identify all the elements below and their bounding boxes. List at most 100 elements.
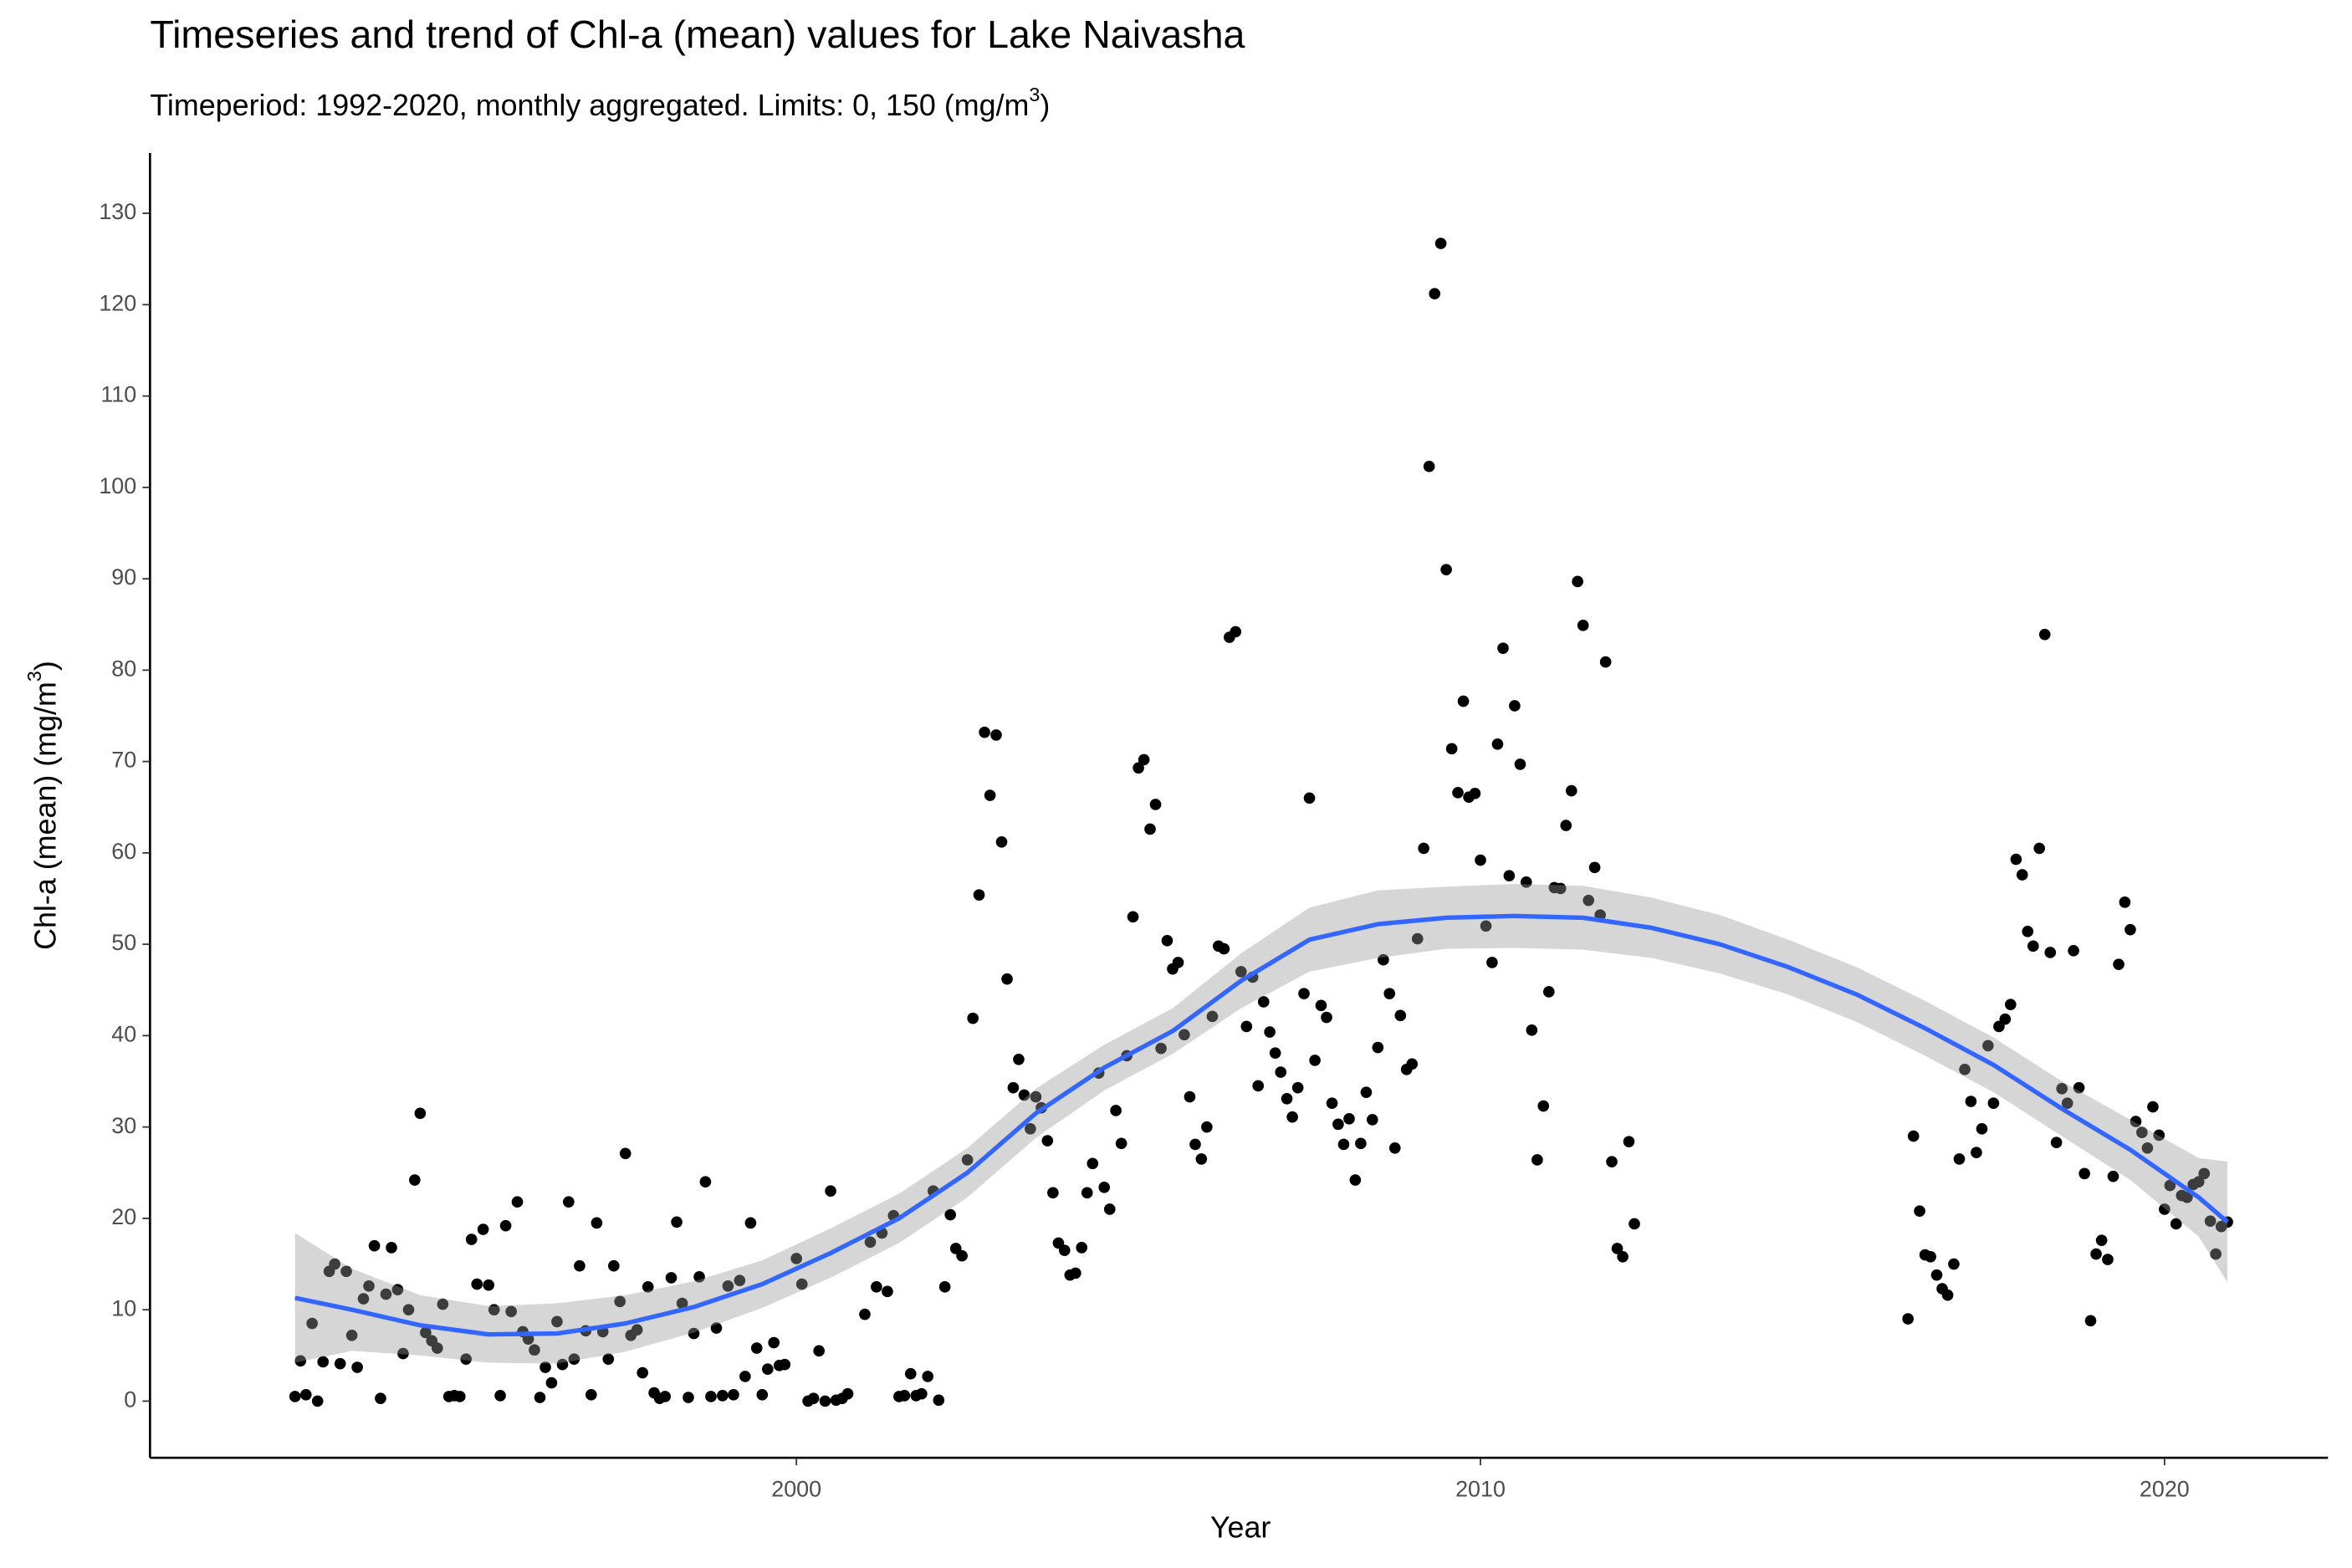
data-point bbox=[1286, 1111, 1298, 1123]
data-point bbox=[1999, 1013, 2012, 1025]
data-point bbox=[2107, 1170, 2119, 1182]
data-point bbox=[1987, 1097, 2000, 1110]
data-point bbox=[556, 1358, 569, 1371]
data-point bbox=[1606, 1156, 1618, 1167]
data-point bbox=[722, 1279, 734, 1292]
data-point bbox=[477, 1223, 489, 1235]
data-point bbox=[756, 1388, 769, 1401]
data-point bbox=[568, 1353, 580, 1365]
data-point bbox=[1098, 1181, 1111, 1193]
data-point bbox=[1930, 1269, 1943, 1281]
data-point bbox=[1018, 1089, 1030, 1101]
data-point bbox=[375, 1392, 386, 1404]
data-point bbox=[1457, 695, 1470, 707]
data-point bbox=[1411, 932, 1424, 945]
data-point bbox=[453, 1391, 466, 1402]
data-point bbox=[289, 1391, 301, 1402]
data-point bbox=[904, 1367, 917, 1380]
data-point bbox=[1531, 1154, 1543, 1166]
data-point bbox=[1013, 1053, 1025, 1065]
data-point bbox=[409, 1174, 421, 1186]
subtitle-text: ) bbox=[1040, 89, 1050, 123]
data-point bbox=[1440, 564, 1452, 575]
data-point bbox=[1565, 784, 1577, 797]
trend-line bbox=[294, 913, 2229, 1337]
data-point bbox=[1349, 1174, 1362, 1186]
chart-subtitle: Timeperiod: 1992-2020, monthly aggregate… bbox=[150, 84, 1050, 123]
data-point bbox=[2170, 1218, 2182, 1230]
data-point bbox=[1030, 1090, 1042, 1103]
data-point bbox=[563, 1196, 575, 1208]
data-point bbox=[1195, 1153, 1208, 1165]
data-point bbox=[1298, 988, 1310, 999]
data-point bbox=[1582, 894, 1595, 907]
y-tick-label: 80 bbox=[111, 656, 136, 681]
data-point bbox=[1127, 911, 1139, 923]
data-point bbox=[676, 1297, 688, 1310]
y-tick-label: 70 bbox=[111, 748, 136, 773]
data-point bbox=[351, 1361, 363, 1373]
data-point bbox=[2038, 628, 2051, 641]
data-point bbox=[391, 1284, 404, 1295]
data-point bbox=[871, 1281, 882, 1293]
data-point bbox=[2181, 1191, 2193, 1203]
data-point bbox=[1155, 1042, 1167, 1055]
data-point bbox=[1235, 966, 1247, 978]
data-point bbox=[1378, 953, 1389, 966]
data-point bbox=[1081, 1187, 1093, 1199]
data-point bbox=[357, 1293, 370, 1305]
data-point bbox=[1337, 1138, 1350, 1151]
data-point bbox=[631, 1324, 643, 1336]
data-point bbox=[1941, 1289, 1954, 1301]
data-point bbox=[693, 1271, 705, 1283]
data-point bbox=[938, 1281, 951, 1293]
data-point bbox=[984, 789, 996, 801]
data-point bbox=[2130, 1116, 2142, 1127]
data-point bbox=[1537, 1100, 1550, 1112]
data-point bbox=[1542, 986, 1555, 998]
data-point bbox=[1948, 1258, 1960, 1270]
data-point bbox=[859, 1308, 871, 1320]
data-point bbox=[2068, 944, 2079, 957]
data-point bbox=[922, 1371, 934, 1382]
data-point bbox=[1423, 460, 1435, 472]
data-point bbox=[916, 1387, 928, 1400]
data-point bbox=[1418, 842, 1429, 855]
data-point bbox=[1588, 861, 1601, 874]
data-point bbox=[334, 1357, 346, 1370]
data-point bbox=[2005, 999, 2017, 1011]
data-point bbox=[397, 1347, 409, 1360]
data-point bbox=[2113, 958, 2124, 970]
data-point bbox=[534, 1392, 546, 1403]
data-point bbox=[460, 1353, 472, 1365]
data-point bbox=[551, 1315, 563, 1328]
y-tick-label: 100 bbox=[99, 473, 136, 498]
data-point bbox=[1914, 1205, 1925, 1217]
data-point bbox=[841, 1387, 854, 1400]
data-point bbox=[1070, 1267, 1081, 1279]
data-point bbox=[299, 1388, 312, 1401]
data-point bbox=[329, 1258, 340, 1270]
data-point bbox=[1041, 1135, 1054, 1147]
data-point bbox=[608, 1259, 620, 1272]
data-point bbox=[1007, 1081, 1020, 1094]
data-point bbox=[671, 1216, 683, 1228]
data-point bbox=[1959, 1064, 1971, 1075]
data-point bbox=[1623, 1136, 1635, 1147]
data-point bbox=[311, 1395, 324, 1407]
data-point bbox=[1372, 1041, 1384, 1054]
data-point bbox=[539, 1361, 551, 1373]
data-point bbox=[1383, 988, 1396, 999]
data-point bbox=[2084, 1315, 2097, 1327]
data-point bbox=[1321, 1011, 1332, 1024]
data-point bbox=[944, 1208, 957, 1221]
data-point bbox=[1514, 758, 1526, 770]
data-point bbox=[1480, 920, 1492, 932]
data-point bbox=[882, 1285, 893, 1298]
data-point bbox=[1554, 882, 1567, 895]
data-point bbox=[1629, 1218, 1640, 1230]
y-tick-label: 90 bbox=[111, 564, 136, 590]
data-point bbox=[1617, 1250, 1629, 1263]
data-point bbox=[1257, 996, 1270, 1008]
